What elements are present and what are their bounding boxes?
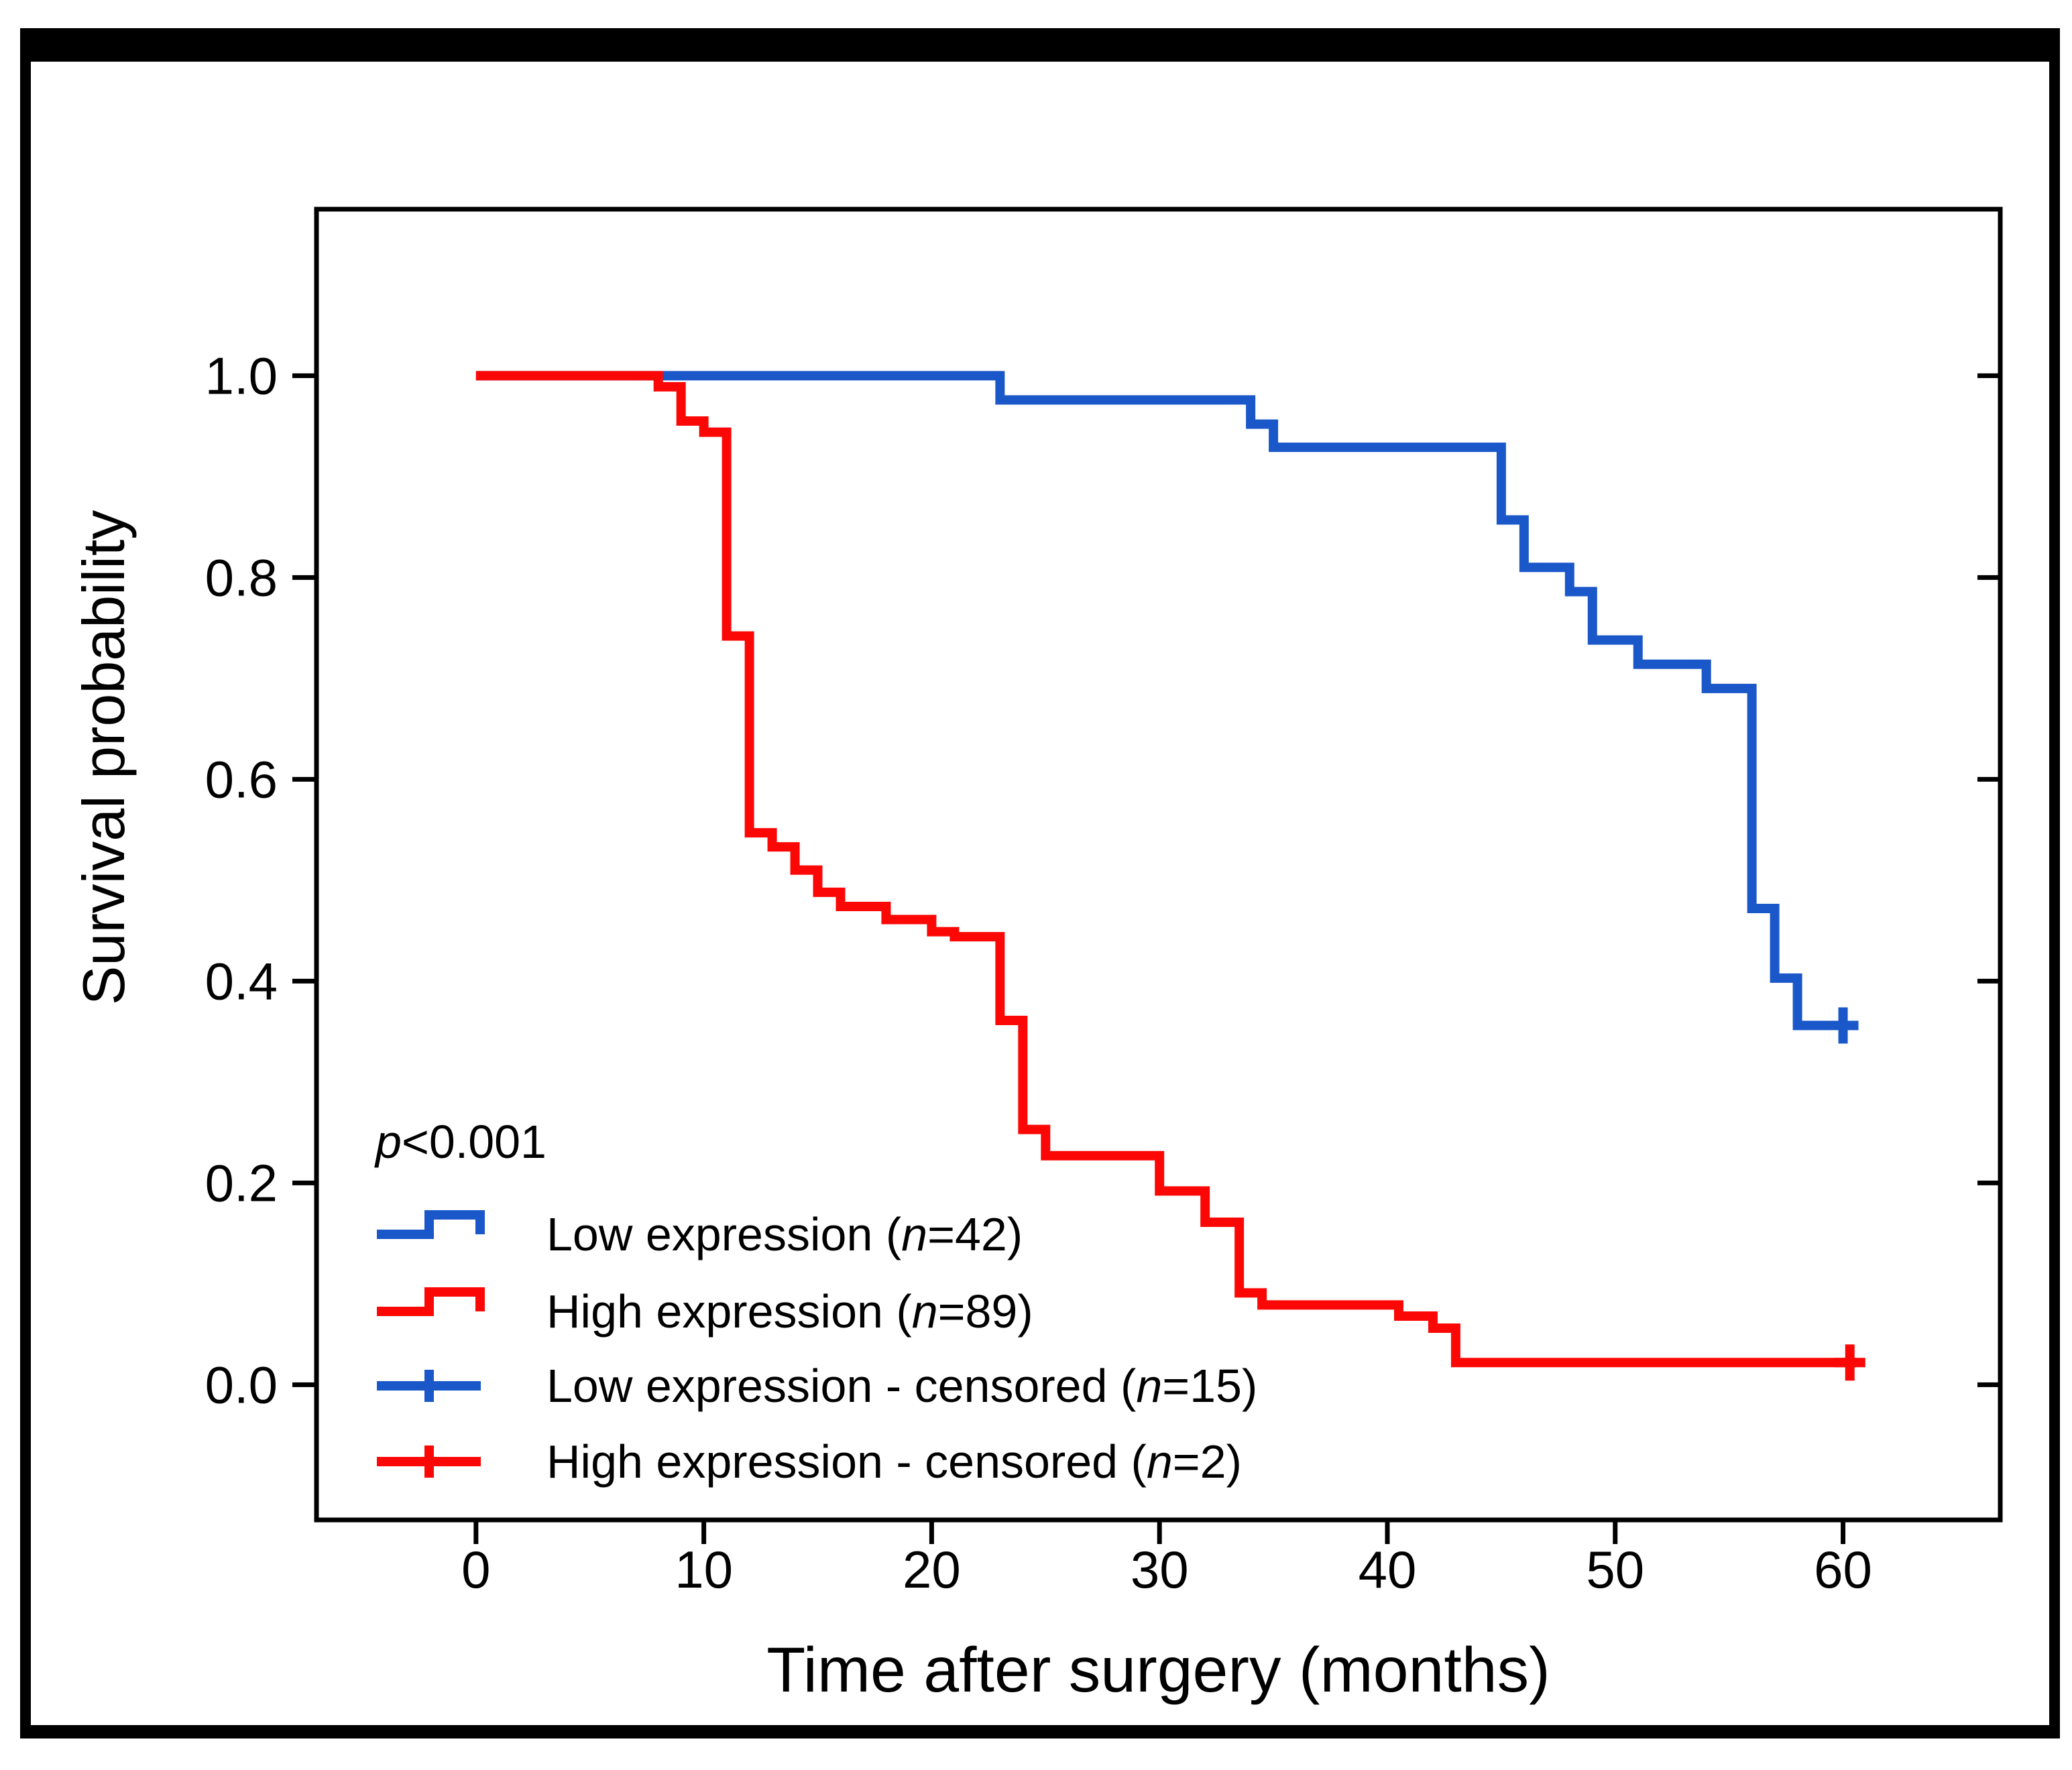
legend-label: High expression (n=89)	[546, 1285, 1033, 1338]
x-tick-label: 50	[1586, 1540, 1644, 1599]
x-tick-label: 10	[675, 1540, 733, 1599]
p-value-annotation: p<0.001	[374, 1116, 546, 1168]
y-tick-label: 0.8	[205, 548, 278, 607]
x-tick-label: 40	[1359, 1540, 1417, 1599]
legend-label: Low expression (n=42)	[546, 1208, 1023, 1260]
x-tick-label: 30	[1131, 1540, 1189, 1599]
legend-row: Low expression - censored (n=15)	[377, 1360, 1257, 1412]
y-tick-label: 1.0	[205, 346, 278, 405]
legend-row: High expression - censored (n=2)	[377, 1435, 1242, 1488]
x-axis-title: Time after surgery (months)	[766, 1635, 1550, 1706]
x-tick-label: 0	[461, 1540, 490, 1599]
figure-border-top	[20, 28, 2060, 62]
y-axis-title: Survival probability	[70, 510, 137, 1006]
figure-border-left	[20, 28, 31, 1738]
legend-step-glyph	[377, 1210, 485, 1239]
y-tick-label: 0.4	[205, 951, 278, 1010]
legend-row: High expression (n=89)	[377, 1285, 1033, 1338]
y-tick-label: 0.2	[205, 1153, 278, 1212]
y-tick-label: 0.0	[205, 1355, 278, 1414]
legend-label: Low expression - censored (n=15)	[546, 1360, 1257, 1412]
x-tick-label: 20	[903, 1540, 961, 1599]
figure-border-bottom	[20, 1725, 2060, 1738]
survival-curve-high	[475, 371, 1857, 1368]
y-tick-label: 0.6	[205, 750, 278, 809]
legend-step-glyph	[377, 1287, 485, 1316]
x-tick-label: 60	[1814, 1540, 1872, 1599]
legend-row: Low expression (n=42)	[377, 1208, 1023, 1260]
figure-border-right	[2049, 28, 2060, 1738]
survival-curve-low	[475, 371, 1855, 1030]
legend-label: High expression - censored (n=2)	[546, 1435, 1242, 1488]
